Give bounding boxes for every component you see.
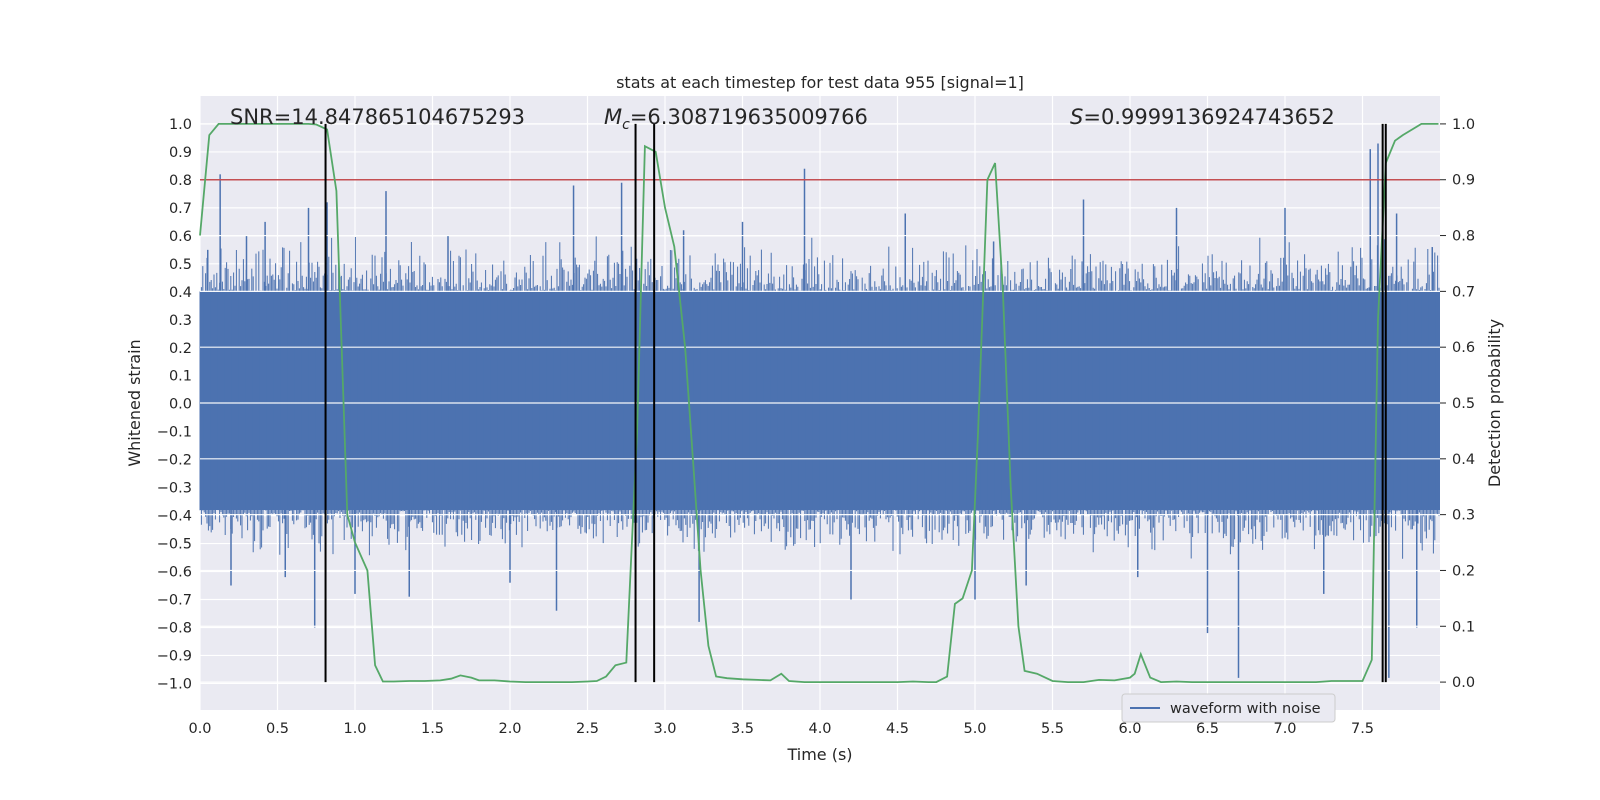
y-right-tick-label: 1.0 xyxy=(1452,117,1475,133)
event-markers xyxy=(324,123,1387,683)
y-left-tick-label: −0.6 xyxy=(157,565,192,581)
y-left-tick-label: 0.9 xyxy=(169,145,192,161)
x-tick-label: 6.5 xyxy=(1196,721,1219,737)
y-left-tick-label: 0.1 xyxy=(169,369,192,385)
y-left-tick-label: 0.2 xyxy=(169,341,192,357)
y-left-tick-label: 0.8 xyxy=(169,173,192,189)
chirp-mass-value: =6.308719635009766 xyxy=(630,105,868,129)
legend-box xyxy=(1121,693,1336,723)
y-left-tick-label: −0.3 xyxy=(157,481,192,497)
y-axis-left-label: Whitened strain xyxy=(125,339,144,466)
statistic-symbol: S xyxy=(1070,105,1083,129)
y-right-tick-label: 0.7 xyxy=(1452,284,1475,300)
x-tick-label: 1.0 xyxy=(343,721,366,737)
y-left-tick-label: 1.0 xyxy=(169,117,192,133)
y-left-tick-label: 0.4 xyxy=(169,285,192,301)
chirp-mass-symbol: M xyxy=(604,105,622,129)
y-left-tick-label: −0.1 xyxy=(157,425,192,441)
y-right-tick-label: 0.0 xyxy=(1452,675,1475,691)
y-right-tick-label: 0.1 xyxy=(1452,619,1475,635)
chirp-mass-subscript: c xyxy=(622,117,630,133)
x-axis-label: Time (s) xyxy=(786,745,852,764)
y-left-tick-label: 0.3 xyxy=(169,313,192,329)
y-left-tick-label: 0.6 xyxy=(169,229,192,245)
statistic-annotation: S=0.9999136924743652 xyxy=(1070,105,1335,129)
y-right-tick-label: 0.2 xyxy=(1452,563,1475,579)
y-axis-right-label: Detection probability xyxy=(1485,319,1504,487)
x-tick-label: 7.5 xyxy=(1351,721,1374,737)
x-tick-label: 4.5 xyxy=(886,721,909,737)
y-left-tick-label: 0.0 xyxy=(169,397,192,413)
x-tick-label: 3.0 xyxy=(653,721,676,737)
chart-title: stats at each timestep for test data 955… xyxy=(616,73,1024,92)
y-left-tick-label: −0.5 xyxy=(157,537,192,553)
x-tick-label: 0.5 xyxy=(266,721,289,737)
y-right-tick-label: 0.8 xyxy=(1452,229,1475,245)
chirp-mass-annotation: Mc=6.308719635009766 xyxy=(604,105,868,133)
y-right-tick-label: 0.6 xyxy=(1452,340,1475,356)
y-right-tick-label: 0.4 xyxy=(1452,452,1475,468)
y-left-tick-label: 0.7 xyxy=(169,201,192,217)
statistic-value: =0.9999136924743652 xyxy=(1083,105,1334,129)
axes: 0.0 0.5 1.0 1.5 2.0 2.5 3.0 3.5 4.0 4.5 5.0 5.5 6.0 6… xyxy=(157,117,1475,737)
y-left-tick-label: −0.8 xyxy=(157,620,192,636)
x-tick-label: 1.5 xyxy=(421,721,444,737)
snr-annotation: SNR=14.847865104675293 xyxy=(230,105,525,129)
y-left-tick-label: −1.0 xyxy=(157,676,192,692)
x-tick-label: 5.5 xyxy=(1041,721,1064,737)
y-left-tick-label: 0.5 xyxy=(169,257,192,273)
y-left-tick-label: −0.4 xyxy=(157,509,192,525)
probability-line xyxy=(199,123,1439,684)
x-tick-label: 7.0 xyxy=(1273,721,1296,737)
legend: waveform with noise xyxy=(1121,693,1336,723)
x-tick-label: 0.0 xyxy=(188,721,211,737)
x-tick-label: 2.5 xyxy=(576,721,599,737)
probability-series xyxy=(199,123,1440,684)
x-tick-label: 3.5 xyxy=(731,721,754,737)
legend-label: waveform with noise xyxy=(1170,701,1321,717)
y-right-tick-label: 0.5 xyxy=(1452,396,1475,412)
x-tick-label: 6.0 xyxy=(1118,721,1141,737)
y-left-tick-label: −0.9 xyxy=(157,648,192,664)
x-tick-label: 2.0 xyxy=(498,721,521,737)
x-tick-label: 5.0 xyxy=(963,721,986,737)
y-right-tick-label: 0.9 xyxy=(1452,173,1475,189)
y-left-tick-label: −0.7 xyxy=(157,593,192,609)
y-right-tick-label: 0.3 xyxy=(1452,508,1475,524)
y-left-tick-label: −0.2 xyxy=(157,453,192,469)
x-tick-label: 4.0 xyxy=(808,721,831,737)
